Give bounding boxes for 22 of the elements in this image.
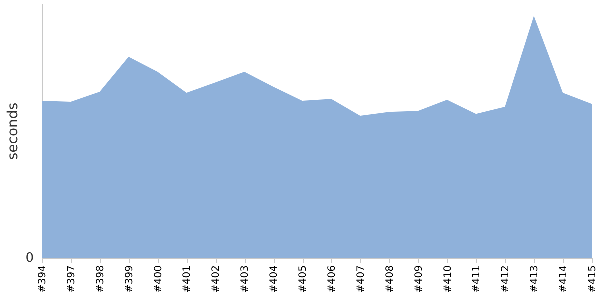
x-tick-label: #411: [472, 266, 483, 293]
x-tick-label: #409: [414, 266, 425, 293]
x-tick-label: #400: [153, 266, 164, 293]
x-tick-label: #406: [326, 266, 338, 293]
y-axis-title: seconds: [6, 102, 22, 160]
x-tick-label: #403: [240, 266, 252, 293]
x-tick-label: #408: [384, 266, 396, 293]
text: 0: [26, 251, 34, 266]
x-tick-label: #402: [211, 266, 222, 293]
x-tick-label: #398: [95, 266, 106, 293]
x-tick-label: #407: [356, 266, 367, 293]
x-tick-label: #415: [588, 266, 598, 293]
x-tick-label: #414: [558, 266, 570, 293]
x-tick-label: #412: [500, 266, 512, 293]
x-tick-label: #410: [442, 266, 454, 293]
x-tick-label: #401: [182, 266, 194, 293]
x-tick-label: #413: [530, 266, 541, 293]
x-tick-label: #404: [269, 266, 280, 293]
x-tick-label: #394: [38, 266, 48, 293]
x-tick-label: #397: [66, 266, 78, 293]
x-tick-label: #405: [298, 266, 310, 293]
x-tick-label: #399: [124, 266, 136, 293]
